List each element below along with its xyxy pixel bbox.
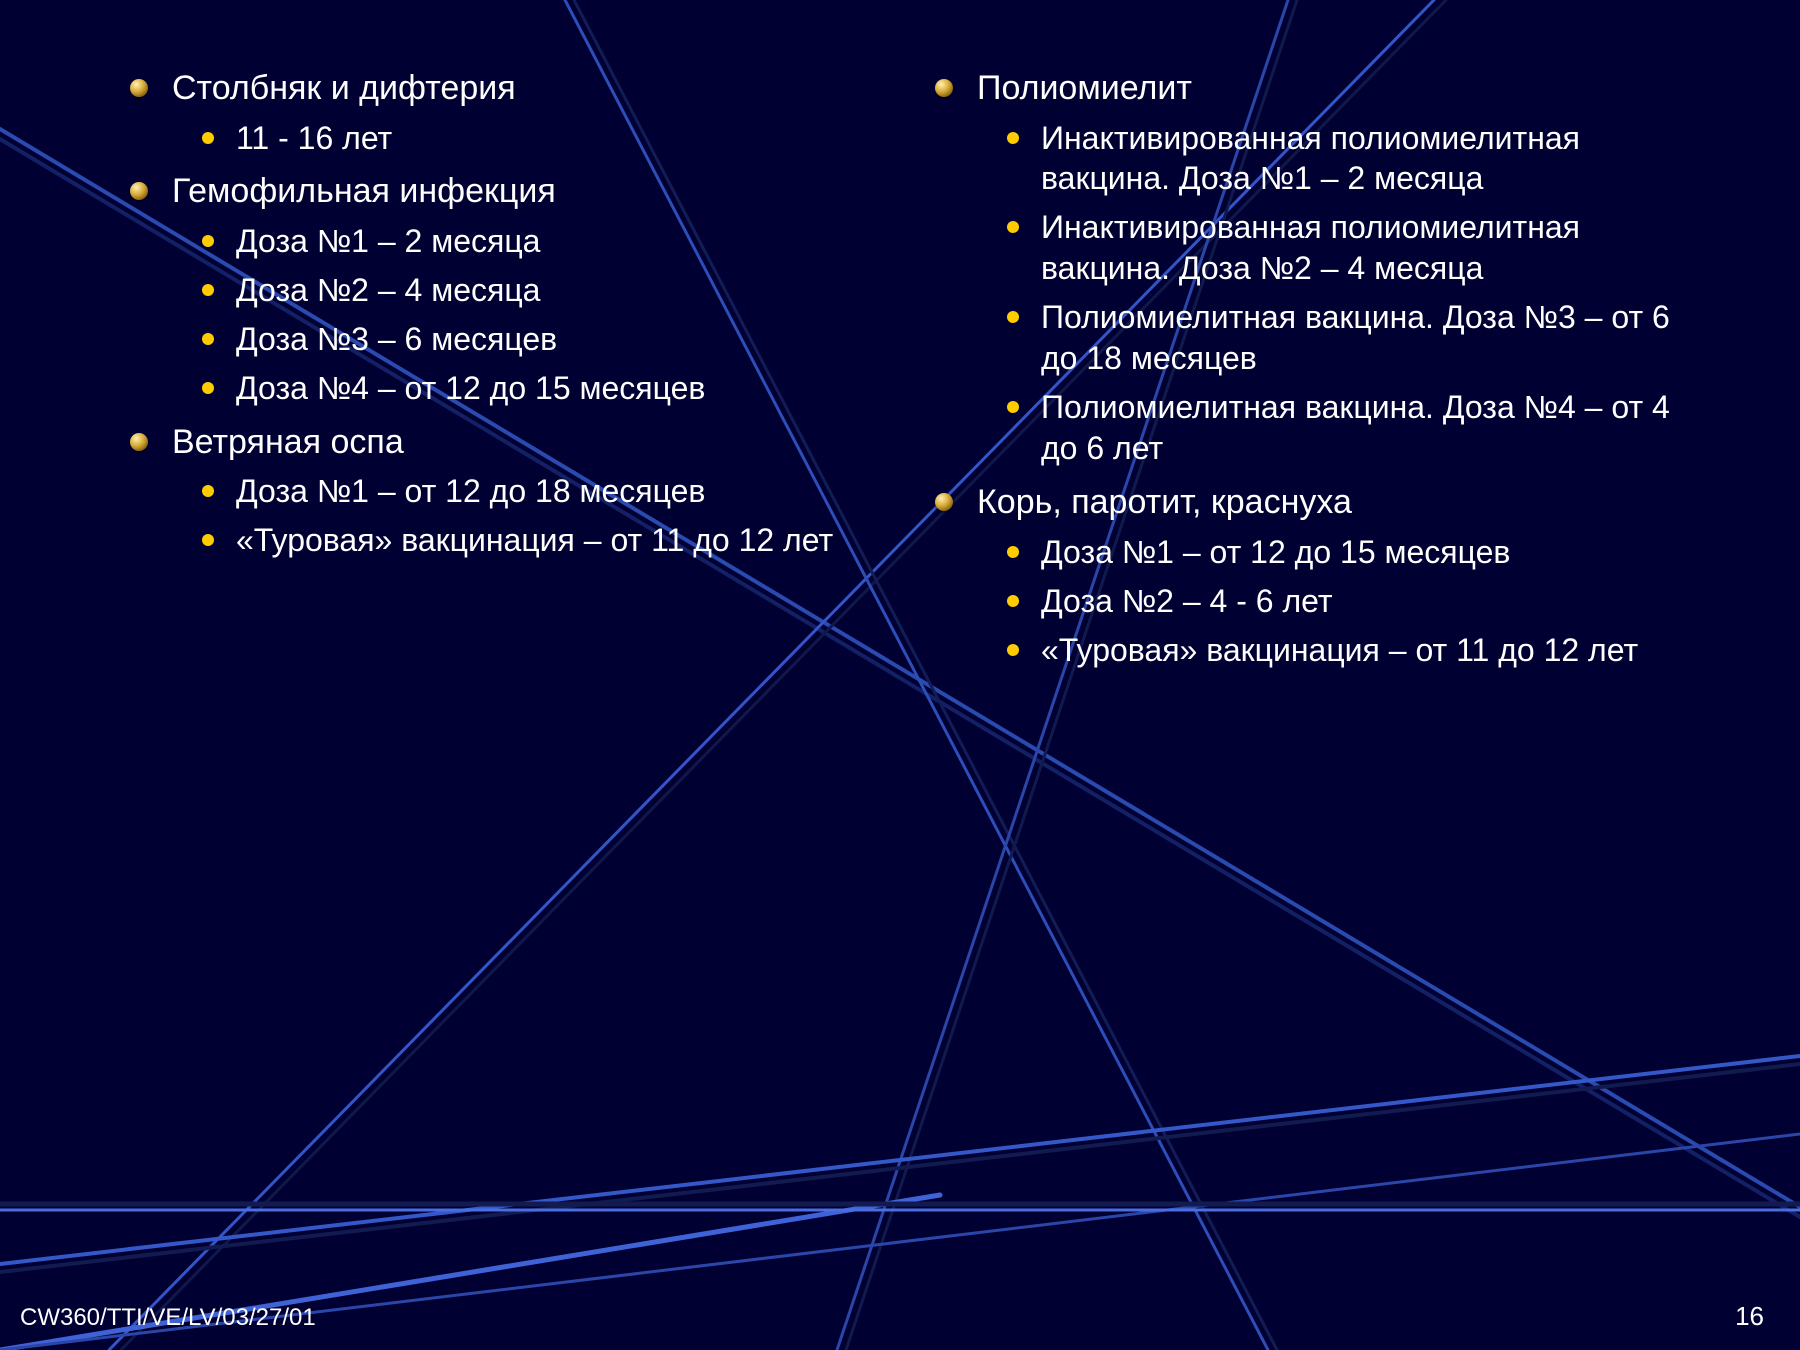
- left-subitem-text: 11 - 16 лет: [236, 118, 392, 159]
- left-sublist: Доза №1 – от 12 до 18 месяцев «Туровая» в…: [202, 471, 895, 561]
- left-subitem: Доза №2 – 4 месяца: [202, 270, 895, 311]
- right-subitem: Инактивированная полиомиелитная вакцина.…: [1007, 118, 1700, 200]
- right-subitem-text: «Туровая» вакцинация – от 11 до 12 лет: [1041, 630, 1638, 671]
- right-group: Полиомиелит: [935, 67, 1700, 110]
- left-sublist: 11 - 16 лет: [202, 118, 895, 159]
- footer-page-number: 16: [1735, 1301, 1764, 1332]
- left-subitem: Доза №1 – от 12 до 18 месяцев: [202, 471, 895, 512]
- left-subitem: 11 - 16 лет: [202, 118, 895, 159]
- right-subitem-text: Инактивированная полиомиелитная вакцина.…: [1041, 118, 1700, 200]
- gold-bullet-icon: [935, 79, 953, 97]
- right-subitem: Инактивированная полиомиелитная вакцина.…: [1007, 207, 1700, 289]
- left-group-label: Гемофильная инфекция: [172, 170, 556, 213]
- gold-bullet-icon: [130, 182, 148, 200]
- left-group-label: Ветряная оспа: [172, 421, 404, 464]
- gold-bullet-icon: [935, 493, 953, 511]
- yellow-bullet-icon: [202, 485, 214, 497]
- left-subitem: Доза №1 – 2 месяца: [202, 221, 895, 262]
- gold-bullet-icon: [130, 79, 148, 97]
- left-subitem: Доза №3 – 6 месяцев: [202, 319, 895, 360]
- left-subitem-text: Доза №3 – 6 месяцев: [236, 319, 557, 360]
- left-subitem: «Туровая» вакцинация – от 11 до 12 лет: [202, 520, 895, 561]
- yellow-bullet-icon: [1007, 221, 1019, 233]
- left-group: Столбняк и дифтерия: [130, 67, 895, 110]
- right-group-label: Полиомиелит: [977, 67, 1192, 110]
- right-sublist: Инактивированная полиомиелитная вакцина.…: [1007, 118, 1700, 470]
- yellow-bullet-icon: [202, 333, 214, 345]
- yellow-bullet-icon: [202, 235, 214, 247]
- gold-bullet-icon: [130, 433, 148, 451]
- yellow-bullet-icon: [1007, 546, 1019, 558]
- right-subitem: Полиомиелитная вакцина. Доза №4 – от 4 д…: [1007, 387, 1700, 469]
- yellow-bullet-icon: [1007, 595, 1019, 607]
- left-group-label: Столбняк и дифтерия: [172, 67, 516, 110]
- right-subitem: Доза №1 – от 12 до 15 месяцев: [1007, 532, 1700, 573]
- yellow-bullet-icon: [1007, 644, 1019, 656]
- slide-content: Столбняк и дифтерия 11 - 16 лет Гемофильна…: [130, 55, 1700, 1200]
- right-subitem-text: Доза №1 – от 12 до 15 месяцев: [1041, 532, 1510, 573]
- right-subitem-text: Инактивированная полиомиелитная вакцина.…: [1041, 207, 1700, 289]
- right-subitem-text: Доза №2 – 4 - 6 лет: [1041, 581, 1333, 622]
- right-column: Полиомиелит Инактивированная полиомиелитн…: [935, 55, 1700, 1200]
- yellow-bullet-icon: [1007, 401, 1019, 413]
- left-column: Столбняк и дифтерия 11 - 16 лет Гемофильна…: [130, 55, 895, 1200]
- left-subitem-text: Доза №1 – 2 месяца: [236, 221, 540, 262]
- left-subitem-text: «Туровая» вакцинация – от 11 до 12 лет: [236, 520, 833, 561]
- right-subitem: Полиомиелитная вакцина. Доза №3 – от 6 д…: [1007, 297, 1700, 379]
- yellow-bullet-icon: [202, 132, 214, 144]
- left-sublist: Доза №1 – 2 месяца Доза №2 – 4 месяца Доза…: [202, 221, 895, 409]
- left-group: Ветряная оспа: [130, 421, 895, 464]
- left-subitem-text: Доза №4 – от 12 до 15 месяцев: [236, 368, 705, 409]
- right-group: Корь, паротит, краснуха: [935, 481, 1700, 524]
- yellow-bullet-icon: [202, 534, 214, 546]
- left-subitem-text: Доза №1 – от 12 до 18 месяцев: [236, 471, 705, 512]
- footer: CW360/TTI/VE/LV/03/27/01 16: [0, 1200, 1800, 1350]
- footer-code: CW360/TTI/VE/LV/03/27/01: [20, 1304, 316, 1332]
- left-group: Гемофильная инфекция: [130, 170, 895, 213]
- yellow-bullet-icon: [1007, 132, 1019, 144]
- yellow-bullet-icon: [1007, 311, 1019, 323]
- yellow-bullet-icon: [202, 382, 214, 394]
- right-subitem-text: Полиомиелитная вакцина. Доза №4 – от 4 д…: [1041, 387, 1700, 469]
- right-group-label: Корь, паротит, краснуха: [977, 481, 1352, 524]
- right-sublist: Доза №1 – от 12 до 15 месяцев Доза №2 – 4…: [1007, 532, 1700, 671]
- right-subitem: Доза №2 – 4 - 6 лет: [1007, 581, 1700, 622]
- right-subitem: «Туровая» вакцинация – от 11 до 12 лет: [1007, 630, 1700, 671]
- right-subitem-text: Полиомиелитная вакцина. Доза №3 – от 6 д…: [1041, 297, 1700, 379]
- left-subitem-text: Доза №2 – 4 месяца: [236, 270, 540, 311]
- left-subitem: Доза №4 – от 12 до 15 месяцев: [202, 368, 895, 409]
- footer-divider: [0, 1200, 1800, 1216]
- yellow-bullet-icon: [202, 284, 214, 296]
